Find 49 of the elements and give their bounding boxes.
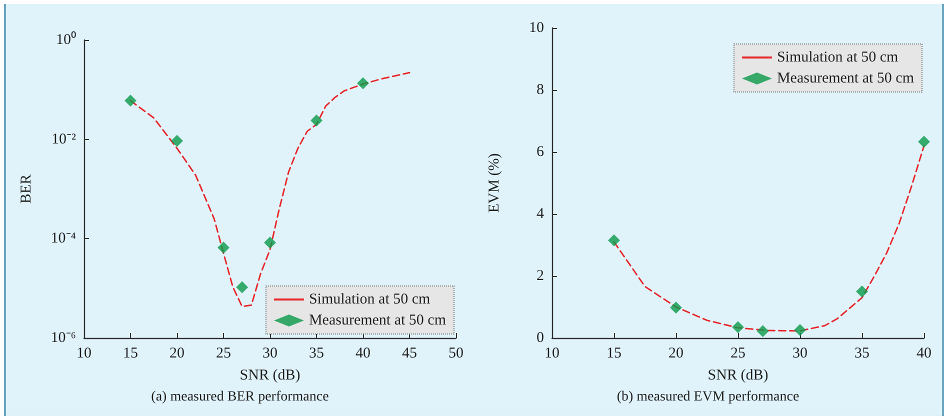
point — [794, 324, 806, 336]
point — [608, 234, 620, 246]
x-tick-label: 25 — [730, 346, 746, 362]
x-tick-label: 15 — [123, 346, 138, 362]
x-tick-label: 50 — [448, 346, 464, 362]
x-tick-label: 15 — [606, 346, 622, 362]
x-tick-label: 10 — [76, 346, 92, 362]
x-tick-label: 35 — [854, 346, 870, 362]
y-tick-label: 10⁻⁶ — [50, 330, 76, 346]
legend-label: Measurement at 50 cm — [308, 312, 446, 328]
point — [171, 134, 183, 147]
x-tick-label: 35 — [309, 346, 324, 362]
y-axis-title: BER — [18, 174, 34, 204]
point — [264, 236, 276, 249]
point — [756, 325, 769, 338]
y-tick-label: 6 — [536, 144, 544, 160]
point — [236, 281, 248, 294]
point — [310, 114, 322, 126]
text: (a) measured BER performance — [151, 390, 329, 404]
x-tick-label: 20 — [668, 346, 684, 362]
point — [732, 321, 744, 334]
x-tick-label: 30 — [792, 346, 808, 362]
x-axis-title: SNR (dB) — [708, 368, 768, 384]
x-tick-label: 40 — [916, 346, 932, 362]
x-tick-label: 20 — [170, 346, 184, 362]
point — [124, 94, 136, 107]
y-axis-title: EVM (%) — [486, 153, 502, 213]
y-tick-label: 0 — [536, 330, 544, 346]
point — [856, 286, 868, 298]
point — [918, 136, 930, 148]
legend-label: Measurement at 50 cm — [776, 70, 914, 86]
legend-label: Simulation at 50 cm — [776, 50, 899, 66]
y-tick-label: 10 — [529, 20, 544, 36]
x-tick-label: 30 — [262, 346, 278, 362]
point — [670, 302, 682, 314]
y-tick-label: 10⁻² — [52, 131, 76, 148]
y-tick-label: 4 — [536, 206, 544, 222]
y-tick-label: 8 — [536, 82, 544, 98]
x-tick-label: 45 — [402, 346, 417, 362]
y-tick-label: 10⁰ — [56, 31, 76, 48]
y-tick-label: 2 — [536, 268, 544, 284]
x-tick-label: 25 — [216, 346, 231, 362]
x-tick-label: 40 — [356, 346, 370, 362]
text: (b) measured EVM performance — [616, 390, 800, 404]
legend-label: Simulation at 50 cm — [308, 292, 431, 308]
point — [357, 77, 369, 90]
x-axis-title: SNR (dB) — [240, 368, 300, 384]
point — [218, 242, 230, 254]
y-tick-label: 10⁻⁴ — [50, 230, 76, 247]
